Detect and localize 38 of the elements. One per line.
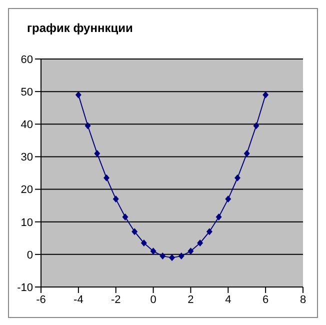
point xyxy=(244,150,250,157)
y-tick-label: 30 xyxy=(20,152,33,164)
point xyxy=(160,252,166,260)
point xyxy=(150,248,156,255)
point xyxy=(112,196,119,203)
x-tick-label: 2 xyxy=(188,294,194,306)
point xyxy=(262,91,269,98)
y-tick-label: 40 xyxy=(20,119,33,132)
point xyxy=(188,248,194,255)
x-tick-label: 6 xyxy=(262,294,269,306)
point xyxy=(178,252,184,260)
point xyxy=(94,150,100,157)
y-tick-label: 60 xyxy=(20,54,33,66)
y-tick-label: 0 xyxy=(26,249,33,262)
x-tick-label: -2 xyxy=(110,294,121,306)
point xyxy=(104,174,110,182)
x-tick-label: 8 xyxy=(300,294,306,306)
point xyxy=(253,122,260,130)
point xyxy=(216,213,222,220)
point xyxy=(75,91,82,98)
y-tick-label: 20 xyxy=(20,184,33,196)
point xyxy=(225,196,232,203)
point xyxy=(140,240,147,247)
point xyxy=(84,122,91,130)
x-tick-label: -4 xyxy=(74,294,84,306)
point xyxy=(234,174,240,182)
y-tick-label: 50 xyxy=(20,86,33,98)
x-tick-label: 4 xyxy=(225,294,232,306)
point xyxy=(206,228,212,236)
point xyxy=(132,228,138,236)
point xyxy=(197,240,204,247)
chart-title: график фуннкции xyxy=(27,21,133,35)
y-tick-label: 10 xyxy=(20,216,33,229)
point xyxy=(169,254,175,262)
point xyxy=(122,213,128,220)
x-tick-label: -6 xyxy=(36,294,46,306)
x-tick-label: 0 xyxy=(150,294,156,306)
y-tick-label: -10 xyxy=(17,282,33,294)
